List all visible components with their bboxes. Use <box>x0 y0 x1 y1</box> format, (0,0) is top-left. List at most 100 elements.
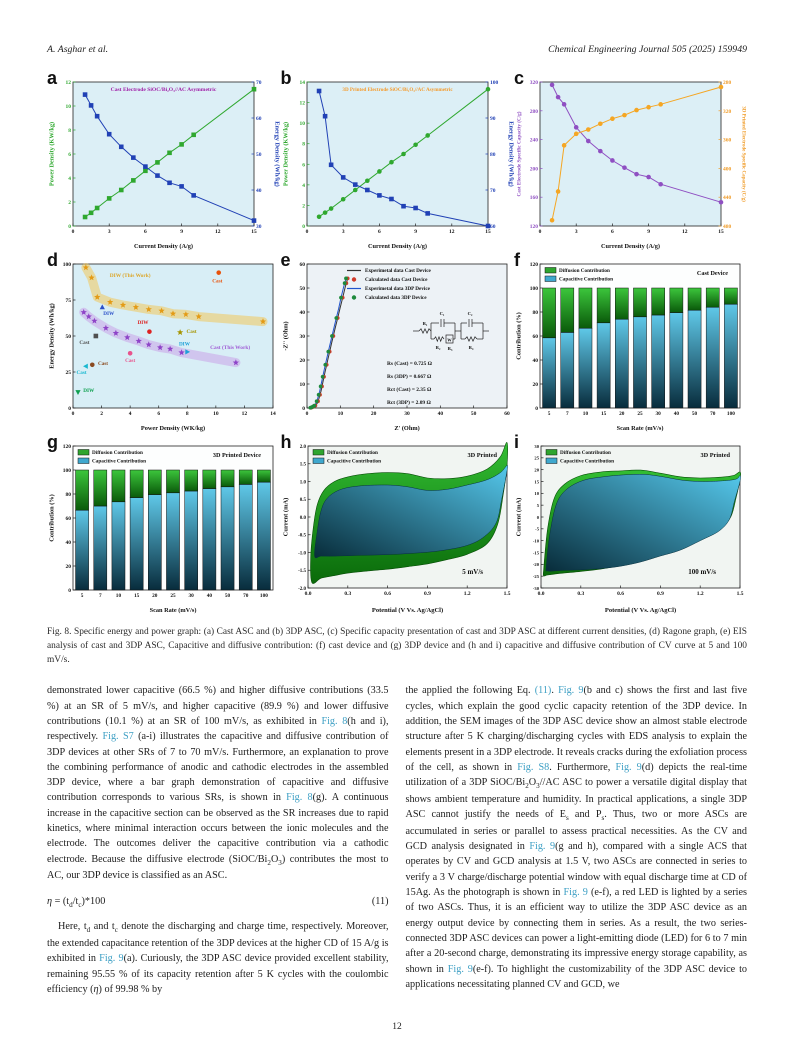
svg-text:Energy Density (Wh/kg): Energy Density (Wh/kg) <box>49 303 56 368</box>
svg-text:Rct (3DP) = 2.09 Ω: Rct (3DP) = 2.09 Ω <box>387 399 431 406</box>
svg-text:40: 40 <box>437 411 443 417</box>
svg-text:10: 10 <box>299 121 305 127</box>
svg-text:10: 10 <box>299 382 305 388</box>
panel-g: g 0 20 40 60 80 100 120 5 7 10 15 20 25 30 40 50 70 100 Sc… <box>47 432 280 615</box>
svg-text:50: 50 <box>256 152 262 158</box>
figure-reference[interactable]: Fig. 9 <box>563 887 588 899</box>
figure-reference[interactable]: Fig. 8 <box>286 792 313 804</box>
svg-text:W: W <box>447 338 452 343</box>
svg-text:100: 100 <box>490 80 499 86</box>
svg-text:100: 100 <box>260 593 268 599</box>
svg-text:Rs (3DP) = 0.667 Ω: Rs (3DP) = 0.667 Ω <box>387 373 432 380</box>
svg-text:1.2: 1.2 <box>697 591 704 597</box>
svg-text:0: 0 <box>535 406 538 412</box>
panel-h: h 0.0 0.3 0.6 0.9 1.2 1.5 -2.0 -1.5 -1.0 -0.5 0.0 0… <box>280 432 514 615</box>
svg-text:Potential (V Vs. Ag/AgCl): Potential (V Vs. Ag/AgCl) <box>371 607 442 614</box>
svg-text:60: 60 <box>490 224 496 230</box>
figure-reference[interactable]: Fig. 9 <box>447 963 473 975</box>
svg-text:200: 200 <box>530 166 539 172</box>
svg-text:20: 20 <box>299 358 305 364</box>
svg-text:9: 9 <box>647 229 650 235</box>
svg-text:80: 80 <box>533 310 539 316</box>
svg-text:3D Printed Device: 3D Printed Device <box>213 452 261 459</box>
right-column: the applied the following Eq. (11). Fig.… <box>406 683 748 997</box>
svg-text:70: 70 <box>490 188 496 194</box>
svg-text:Diffusion Contribution: Diffusion Contribution <box>327 450 378 456</box>
svg-text:320: 320 <box>530 80 539 86</box>
paragraph: the applied the following Eq. (11). Fig.… <box>405 685 748 990</box>
svg-text:0: 0 <box>72 229 75 235</box>
svg-text:2: 2 <box>100 411 103 417</box>
panel-b: b 0 3 6 9 12 15 0 2 4 6 8 10 12 14 60 70 80 90 100 Current … <box>281 68 514 251</box>
svg-text:0: 0 <box>537 515 540 520</box>
svg-text:2: 2 <box>302 203 305 209</box>
svg-text:8: 8 <box>302 142 305 148</box>
svg-text:Cast: Cast <box>212 279 222 285</box>
svg-text:1.5: 1.5 <box>737 591 744 597</box>
svg-text:60: 60 <box>66 516 72 522</box>
svg-text:15: 15 <box>134 593 140 599</box>
figure-reference[interactable]: Fig. 9 <box>529 841 556 853</box>
svg-text:5: 5 <box>548 411 551 417</box>
running-author: A. Asghar et al. <box>47 44 109 55</box>
svg-text:14: 14 <box>299 80 305 86</box>
svg-text:7: 7 <box>99 593 102 599</box>
figure-reference[interactable]: Fig. 8 <box>321 715 348 727</box>
chart-cast-contribution-bars: 0 20 40 60 80 100 120 5 7 10 15 20 25 30 40 50 70 100 Scan… <box>516 262 741 432</box>
svg-text:C₁: C₁ <box>439 311 444 316</box>
svg-text:DIW: DIW <box>179 341 191 347</box>
svg-text:12: 12 <box>299 101 305 107</box>
svg-text:-25: -25 <box>533 574 540 579</box>
svg-text:60: 60 <box>504 411 510 417</box>
figure-reference[interactable]: Fig. S8 <box>517 761 550 773</box>
figure-grid: a 0 3 6 9 12 15 0 2 4 6 8 10 12 30 40 50 60 70 Current Den… <box>47 68 747 615</box>
svg-text:90: 90 <box>490 116 496 122</box>
svg-text:Cast Device: Cast Device <box>697 270 728 277</box>
svg-text:Capacitive Contribution: Capacitive Contribution <box>92 459 146 465</box>
figure-reference[interactable]: Fig. 9 <box>99 953 124 965</box>
svg-text:-2.0: -2.0 <box>298 587 306 592</box>
svg-text:50: 50 <box>692 411 698 417</box>
svg-text:20: 20 <box>619 411 625 417</box>
svg-text:40: 40 <box>66 540 72 546</box>
svg-text:Rct (Cast) = 2.35 Ω: Rct (Cast) = 2.35 Ω <box>387 386 432 393</box>
svg-text:7: 7 <box>566 411 569 417</box>
svg-text:-30: -30 <box>533 586 540 591</box>
chart-ragone-plot: 0 2 4 6 8 10 12 14 0 25 50 75 100 Power Density (WK/k… <box>49 262 277 432</box>
svg-text:280: 280 <box>530 109 539 115</box>
svg-text:10: 10 <box>66 104 72 110</box>
svg-text:-5: -5 <box>535 527 540 532</box>
figure-reference[interactable]: Fig. 9 <box>558 685 584 697</box>
svg-text:Current Density (A/g): Current Density (A/g) <box>134 243 193 250</box>
figure-reference[interactable]: Fig. S7 <box>102 731 134 743</box>
svg-text:30: 30 <box>404 411 410 417</box>
svg-text:Capacitive Contribution: Capacitive Contribution <box>560 459 614 465</box>
svg-text:Scan Rate (mV/s): Scan Rate (mV/s) <box>150 607 197 614</box>
svg-text:Calculated data Cast Device: Calculated data Cast Device <box>365 277 428 283</box>
svg-text:0: 0 <box>305 229 308 235</box>
svg-text:12: 12 <box>449 229 455 235</box>
svg-text:0: 0 <box>68 406 71 412</box>
svg-text:75: 75 <box>66 298 72 304</box>
svg-text:120: 120 <box>63 444 72 450</box>
svg-text:10: 10 <box>583 411 589 417</box>
svg-text:15: 15 <box>718 229 724 235</box>
svg-text:50: 50 <box>66 334 72 340</box>
svg-text:DIW: DIW <box>83 388 95 394</box>
svg-text:100: 100 <box>727 411 735 417</box>
svg-text:8: 8 <box>68 128 71 134</box>
svg-text:20: 20 <box>533 382 539 388</box>
svg-text:Calculated data 3DP Device: Calculated data 3DP Device <box>365 295 427 301</box>
svg-text:Cast Electrode Specific Capaci: Cast Electrode Specific Capacity (C/g) <box>516 111 523 196</box>
svg-text:Current (mA): Current (mA) <box>516 498 523 537</box>
body-text: demonstrated lower capacitive (66.5 %) a… <box>47 683 747 997</box>
panel-label-h: h <box>280 432 292 452</box>
panel-label-g: g <box>47 432 58 452</box>
panel-a: a 0 3 6 9 12 15 0 2 4 6 8 10 12 30 40 50 60 70 Current Den… <box>47 68 280 251</box>
svg-text:R₄: R₄ <box>468 345 473 350</box>
figure-reference[interactable]: Fig. 9 <box>615 761 642 773</box>
svg-text:80: 80 <box>490 152 496 158</box>
figure-reference[interactable]: (11) <box>534 685 552 697</box>
svg-text:1.5: 1.5 <box>503 591 510 597</box>
